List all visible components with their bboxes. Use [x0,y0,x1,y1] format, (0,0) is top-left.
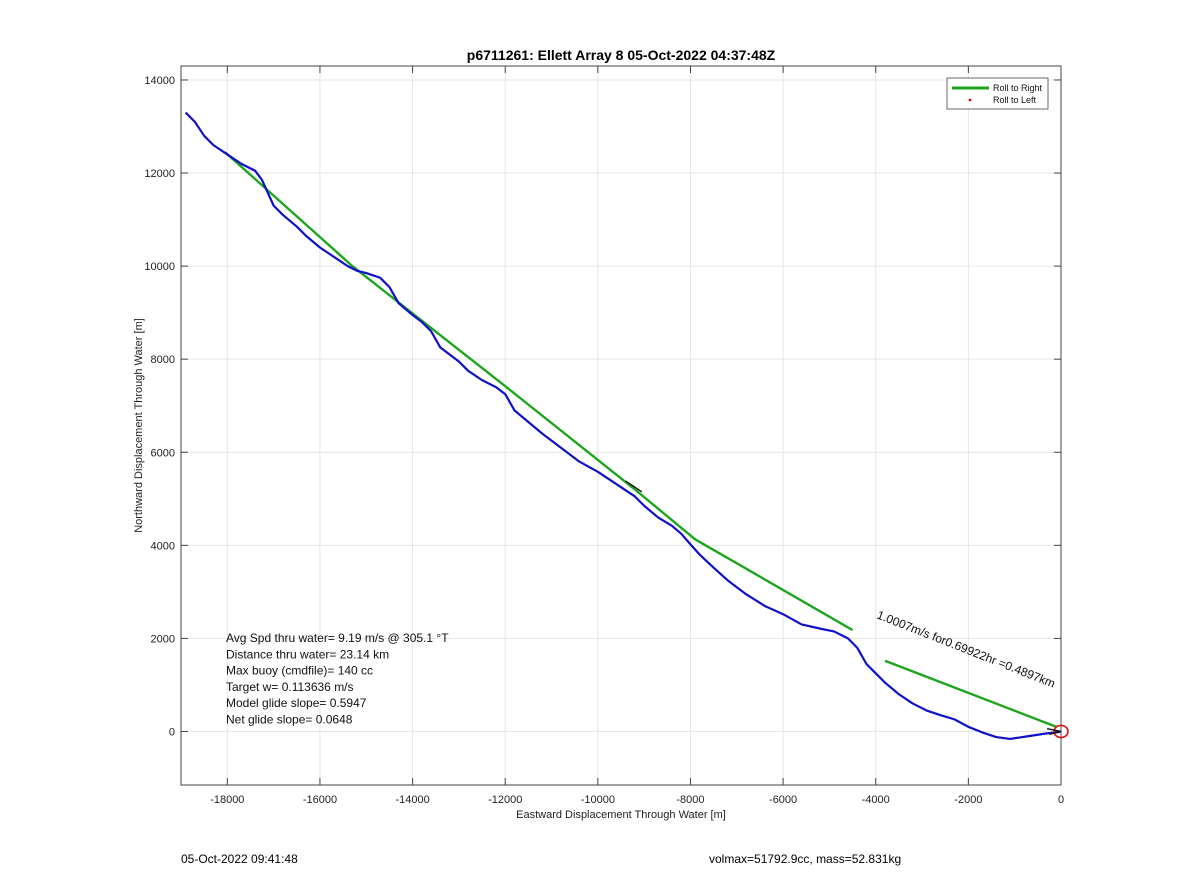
x-tick-label: -10000 [581,794,615,806]
y-tick-label: 8000 [151,354,175,366]
x-tick-label: -18000 [210,794,244,806]
stats-annotation: Distance thru water= 23.14 km [226,647,389,661]
chart-title: p6711261: Ellett Array 8 05-Oct-2022 04:… [467,47,776,63]
series-line-3 [184,111,1062,741]
x-tick-label: 0 [1058,794,1064,806]
legend-swatch-roll-left [968,98,972,102]
y-tick-label: 14000 [144,75,175,87]
axes-box [180,65,1062,786]
x-tick-label: -4000 [862,794,890,806]
y-tick-label: 10000 [144,261,175,273]
y-tick-label: 12000 [144,168,175,180]
stats-annotation: Target w= 0.113636 m/s [226,680,354,694]
footer-timestamp: 05-Oct-2022 09:41:48 [181,852,298,866]
stats-annotation: Model glide slope= 0.5947 [226,696,367,710]
stats-annotation: Avg Spd thru water= 9.19 m/s @ 305.1 °T [226,631,449,645]
series-line-1 [884,659,1057,728]
x-tick-label: -16000 [303,794,337,806]
x-tick-label: -8000 [676,794,704,806]
legend-label-roll-left: Roll to Left [993,95,1037,105]
track-overlay-segment [625,480,643,493]
legend-label-roll-right: Roll to Right [993,83,1043,93]
legend-box [946,77,1049,110]
stats-annotation: Net glide slope= 0.0648 [226,713,353,727]
y-tick-label: 0 [169,726,175,738]
y-tick-label: 6000 [151,447,175,459]
x-tick-label: -6000 [769,794,797,806]
current-arrow [1046,728,1062,735]
x-tick-label: -2000 [954,794,982,806]
y-axis-label: Northward Displacement Through Water [m] [133,318,145,533]
x-axis-label: Eastward Displacement Through Water [m] [516,809,726,821]
series-line-0 [224,151,854,632]
plot-area [181,66,1061,785]
y-tick-label: 4000 [151,540,175,552]
end-position-marker [1053,724,1069,739]
x-tick-label: -12000 [488,794,522,806]
footer-volmax-mass: volmax=51792.9cc, mass=52.831kg [709,852,902,866]
x-tick-label: -14000 [395,794,429,806]
stats-annotation: Max buoy (cmdfile)= 140 cc [226,664,373,678]
y-tick-label: 2000 [151,633,175,645]
